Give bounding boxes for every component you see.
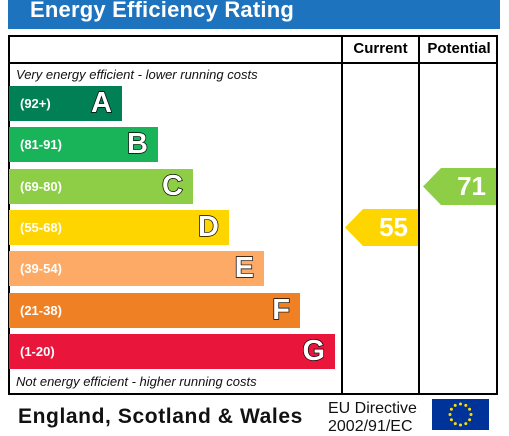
potential-rating-value: 71 (457, 171, 486, 201)
band-b: (81-91) B (9, 127, 158, 162)
header-divider (8, 62, 498, 64)
eu-star (459, 402, 462, 406)
eu-star (464, 422, 468, 426)
region-label: England, Scotland & Wales (18, 405, 303, 428)
current-rating-arrow: 55 (345, 209, 418, 246)
eu-star (449, 407, 453, 411)
band-letter-d: D (197, 210, 219, 243)
title-bar: Energy Efficiency Rating (8, 0, 500, 29)
band-d: (55-68) D (9, 210, 229, 245)
chart-title: Energy Efficiency Rating (30, 0, 294, 22)
potential-column-divider (418, 35, 420, 395)
band-f: (21-38) F (9, 293, 300, 328)
band-letter-b: B (126, 127, 148, 160)
potential-rating-arrow: 71 (423, 168, 496, 205)
band-e: (39-54) E (9, 251, 264, 286)
eu-star (448, 413, 452, 416)
band-a: (92+) A (9, 86, 122, 121)
potential-column-header: Potential (427, 40, 491, 57)
eu-star (453, 422, 457, 426)
eu-directive-line2: 2002/91/EC (328, 418, 413, 435)
band-range-f: (21-38) (20, 303, 62, 318)
eu-star (468, 407, 472, 411)
eu-star (453, 403, 457, 407)
band-letter-e: E (234, 251, 255, 284)
current-rating-value: 55 (379, 212, 408, 242)
band-range-c: (69-80) (20, 179, 62, 194)
eu-star (459, 423, 462, 427)
band-range-d: (55-68) (20, 220, 62, 235)
band-range-e: (39-54) (20, 261, 62, 276)
eu-directive-line1: EU Directive (328, 400, 417, 417)
band-range-a: (92+) (20, 96, 51, 111)
top-note: Very energy efficient - lower running co… (16, 67, 258, 82)
bottom-note: Not energy efficient - higher running co… (16, 374, 257, 389)
band-range-b: (81-91) (20, 137, 62, 152)
band-letter-a: A (90, 86, 112, 119)
band-letter-f: F (272, 293, 291, 326)
current-column-header: Current (353, 40, 408, 57)
eu-flag-icon (432, 399, 489, 430)
band-letter-g: G (302, 334, 326, 367)
band-letter-c: C (161, 169, 183, 202)
eu-directive: EU Directive 2002/91/EC (328, 400, 417, 436)
eu-star (468, 418, 472, 422)
band-c: (69-80) C (9, 169, 193, 204)
band-range-g: (1-20) (20, 344, 55, 359)
eu-star (449, 418, 453, 422)
band-g: (1-20) G (9, 334, 335, 369)
eu-star (464, 403, 468, 407)
eu-star (469, 413, 473, 416)
current-column-divider (341, 35, 343, 395)
